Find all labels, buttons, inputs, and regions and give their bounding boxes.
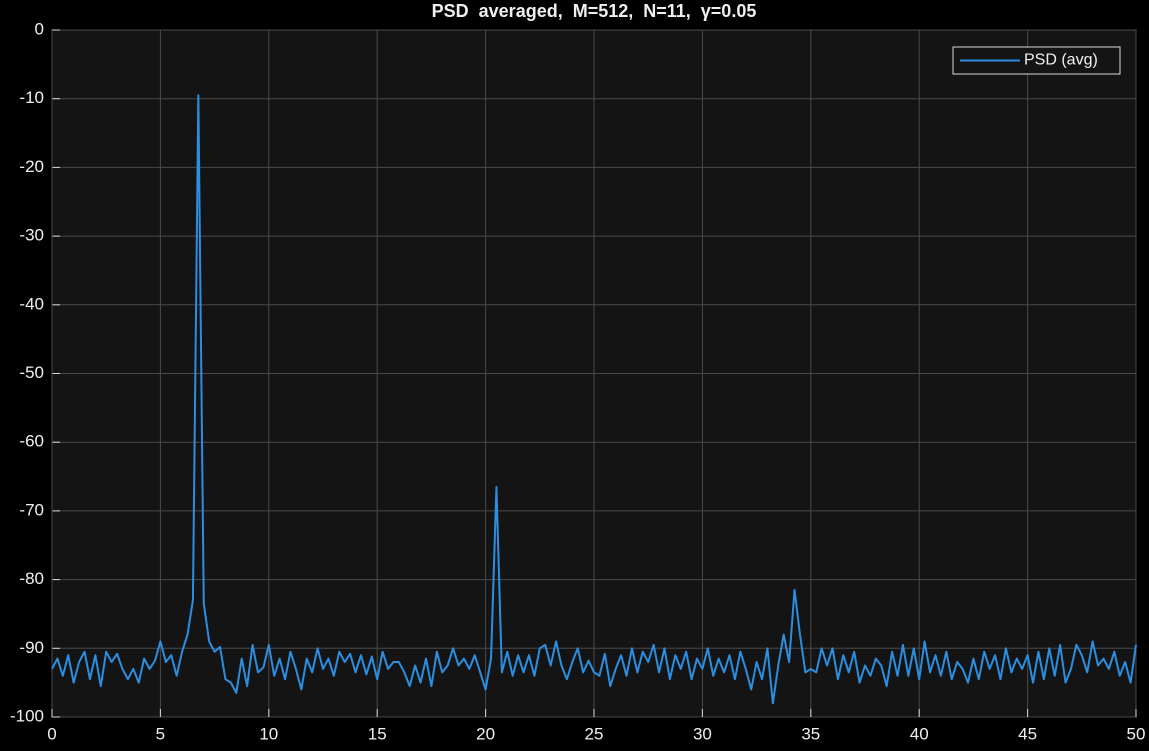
y-tick-label: -40	[19, 294, 44, 313]
y-tick-label: -60	[19, 432, 44, 451]
x-tick-label: 40	[910, 724, 929, 743]
y-tick-label: -50	[19, 363, 44, 382]
x-tick-label: 0	[47, 724, 56, 743]
x-tick-label: 15	[368, 724, 387, 743]
x-tick-label: 50	[1127, 724, 1146, 743]
y-tick-label: -20	[19, 157, 44, 176]
x-tick-label: 35	[801, 724, 820, 743]
x-tick-label: 30	[693, 724, 712, 743]
legend-label: PSD (avg)	[1024, 52, 1098, 69]
y-tick-label: 0	[35, 19, 44, 38]
y-tick-label: -70	[19, 500, 44, 519]
y-tick-label: -10	[19, 88, 44, 107]
y-tick-label: -90	[19, 638, 44, 657]
x-tick-label: 5	[156, 724, 165, 743]
y-tick-label: -100	[10, 706, 44, 725]
y-tick-label: -30	[19, 226, 44, 245]
data-line	[51, 94, 1137, 705]
y-tick-label: -80	[19, 569, 44, 588]
x-tick-label: 10	[259, 724, 278, 743]
x-tick-label: 25	[585, 724, 604, 743]
x-tick-label: 45	[1018, 724, 1037, 743]
x-tick-label: 20	[476, 724, 495, 743]
chart-title: PSD averaged, M=512, N=11, γ=0.05	[432, 1, 757, 21]
